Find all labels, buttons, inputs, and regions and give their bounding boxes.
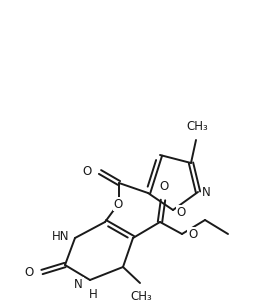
Text: O: O xyxy=(113,197,123,210)
Text: O: O xyxy=(83,164,92,177)
Text: N: N xyxy=(74,278,83,290)
Text: HN: HN xyxy=(52,230,69,244)
Text: O: O xyxy=(188,228,197,241)
Text: O: O xyxy=(159,180,169,193)
Text: H: H xyxy=(89,288,98,301)
Text: N: N xyxy=(202,185,210,198)
Text: CH₃: CH₃ xyxy=(186,120,208,133)
Text: CH₃: CH₃ xyxy=(130,290,152,303)
Text: O: O xyxy=(176,205,186,218)
Text: O: O xyxy=(25,265,34,278)
